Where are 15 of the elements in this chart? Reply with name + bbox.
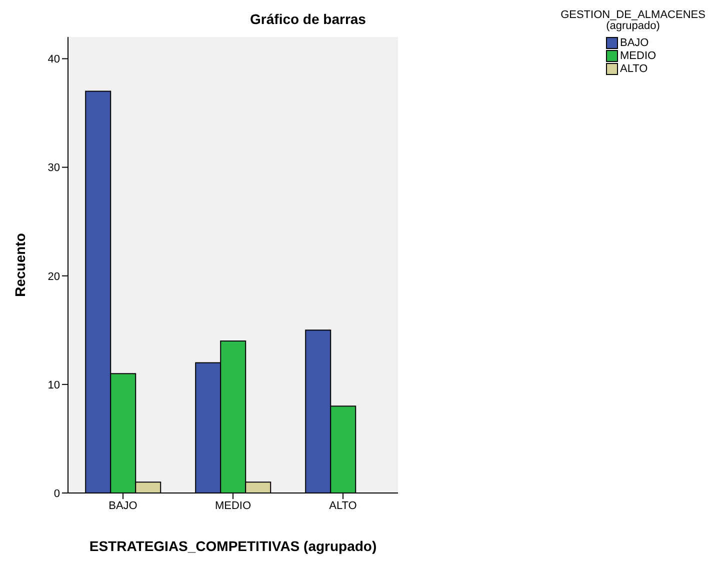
y-tick-label: 20	[48, 270, 60, 283]
legend-title: GESTION_DE_ALMACENES (agrupado)	[560, 9, 706, 32]
legend-label: BAJO	[620, 36, 649, 48]
x-tick-label: ALTO	[329, 500, 358, 512]
x-tick-label: MEDIO	[214, 500, 252, 512]
y-tick-label: 10	[48, 379, 60, 392]
legend-label: MEDIO	[620, 50, 656, 62]
x-axis-title: ESTRATEGIAS_COMPETITIVAS (agrupado)	[89, 538, 377, 554]
chart-title: Gráfico de barras	[249, 11, 367, 27]
x-tick-label: BAJO	[108, 500, 138, 512]
y-tick-label: 30	[48, 162, 60, 174]
legend-label: ALTO	[620, 62, 648, 74]
y-tick-label: 40	[48, 54, 60, 66]
y-axis-title: Recuento	[12, 233, 28, 297]
y-tick-label: 0	[54, 488, 60, 500]
